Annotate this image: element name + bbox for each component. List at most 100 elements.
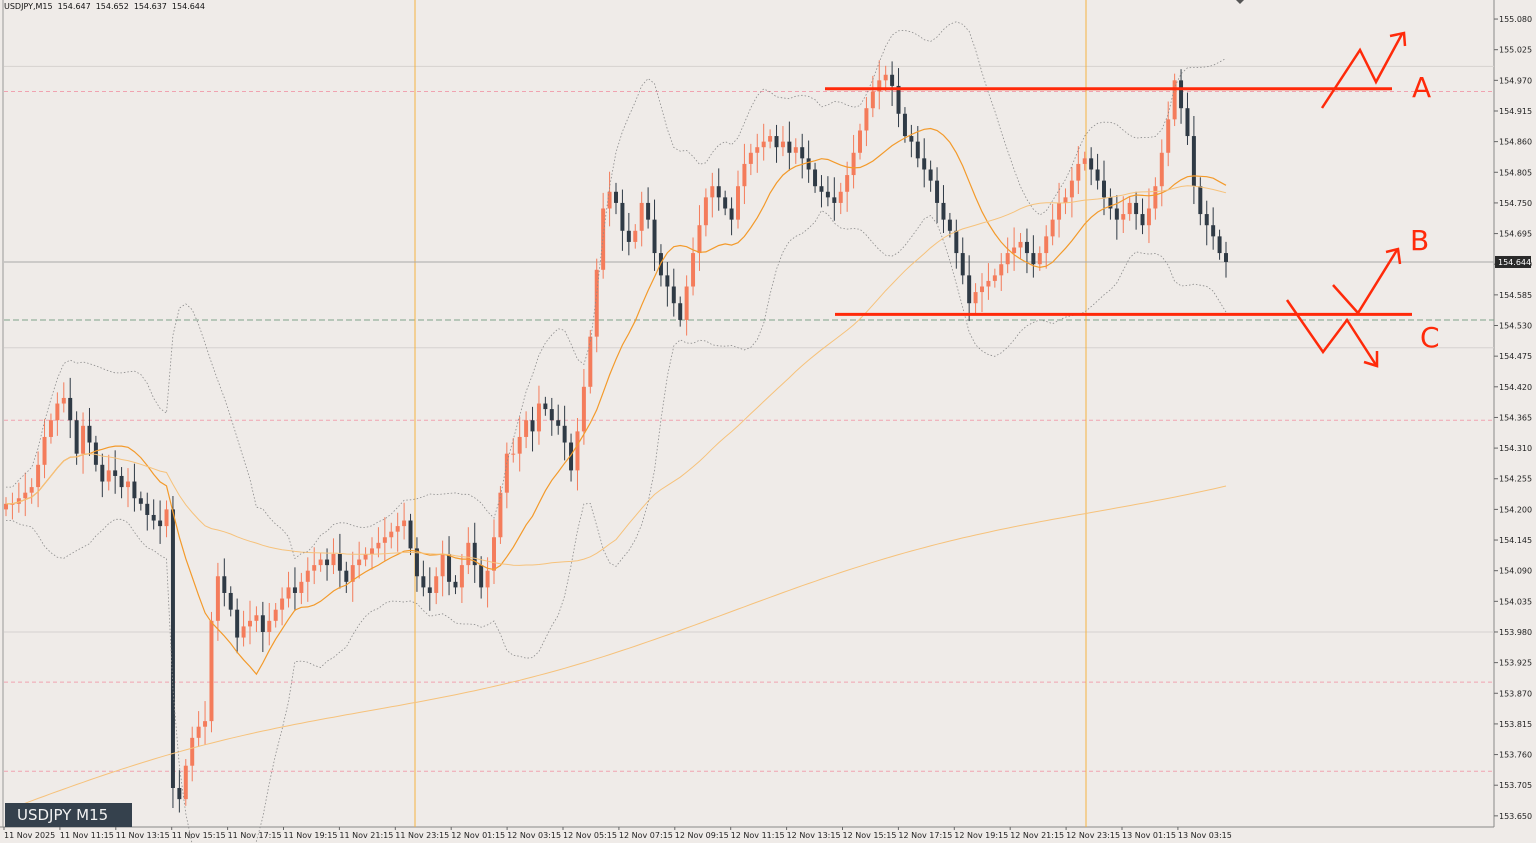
candle-body-79 bbox=[511, 453, 516, 455]
shift-marker-icon[interactable] bbox=[1236, 0, 1244, 4]
candle-body-20 bbox=[132, 481, 137, 499]
candle-body-179 bbox=[1153, 186, 1158, 209]
candle-body-48 bbox=[312, 565, 317, 571]
header-open: 154.647 bbox=[57, 2, 91, 11]
candle-body-24 bbox=[158, 520, 163, 527]
candle-body-66 bbox=[427, 587, 432, 593]
candle-body-154 bbox=[992, 275, 997, 281]
candle-body-49 bbox=[318, 559, 323, 566]
candle-body-109 bbox=[703, 197, 708, 226]
candle-body-121 bbox=[780, 141, 785, 148]
candle-body-33 bbox=[215, 576, 220, 621]
candle-body-170 bbox=[1095, 169, 1100, 181]
y-tick-label-20: 153.980 bbox=[1499, 628, 1532, 637]
candle-body-93 bbox=[601, 208, 606, 270]
current-price-tag bbox=[1495, 255, 1531, 268]
candle-body-44 bbox=[286, 587, 291, 599]
candle-body-8 bbox=[55, 403, 60, 421]
candle-body-27 bbox=[177, 787, 182, 800]
x-tick-label-0: 11 Nov 2025 bbox=[4, 831, 55, 840]
candle-body-184 bbox=[1185, 108, 1190, 137]
candle-body-99 bbox=[639, 202, 644, 231]
candle-body-19 bbox=[126, 481, 130, 488]
candle-body-124 bbox=[800, 147, 805, 159]
candle-body-138 bbox=[890, 74, 895, 86]
candle-body-16 bbox=[106, 470, 111, 482]
candle-body-111 bbox=[716, 186, 721, 198]
candle-body-92 bbox=[594, 269, 599, 337]
candle-body-127 bbox=[819, 186, 824, 192]
header-high: 154.652 bbox=[95, 2, 129, 11]
candle-body-50 bbox=[325, 559, 330, 566]
candle-body-28 bbox=[183, 765, 188, 800]
candle-body-118 bbox=[761, 141, 766, 148]
annotation-label-C: C bbox=[1420, 321, 1440, 354]
x-tick-label-8: 12 Nov 01:15 bbox=[451, 831, 505, 840]
x-tick-label-9: 12 Nov 03:15 bbox=[507, 831, 561, 840]
candle-body-169 bbox=[1089, 158, 1094, 170]
candle-body-94 bbox=[607, 191, 612, 209]
x-tick-label-11: 12 Nov 07:15 bbox=[619, 831, 673, 840]
candle-body-183 bbox=[1179, 80, 1184, 109]
candle-body-190 bbox=[1224, 253, 1228, 262]
x-tick-label-7: 11 Nov 23:15 bbox=[395, 831, 449, 840]
candle-body-51 bbox=[331, 553, 336, 566]
y-tick-label-17: 154.145 bbox=[1499, 536, 1532, 545]
candle-body-32 bbox=[209, 620, 214, 722]
candle-body-21 bbox=[138, 498, 143, 504]
x-tick-label-16: 12 Nov 17:15 bbox=[898, 831, 952, 840]
candle-body-110 bbox=[710, 186, 715, 198]
candle-body-12 bbox=[81, 425, 86, 454]
ma-fast-line bbox=[6, 127, 1227, 676]
y-tick-label-14: 154.310 bbox=[1499, 444, 1532, 453]
candle-body-30 bbox=[196, 726, 201, 738]
x-tick-label-17: 12 Nov 19:15 bbox=[954, 831, 1008, 840]
y-tick-label-5: 154.805 bbox=[1499, 168, 1532, 177]
candle-body-123 bbox=[793, 147, 798, 153]
x-tick-label-4: 11 Nov 17:15 bbox=[228, 831, 282, 840]
candle-body-128 bbox=[825, 191, 830, 198]
candle-body-7 bbox=[48, 420, 53, 437]
candle-body-45 bbox=[292, 587, 297, 593]
candle-body-89 bbox=[575, 431, 580, 471]
candle-body-59 bbox=[382, 537, 387, 543]
x-tick-label-6: 11 Nov 21:15 bbox=[339, 831, 393, 840]
candle-body-97 bbox=[626, 230, 631, 242]
candle-body-2 bbox=[16, 498, 21, 504]
candle-body-149 bbox=[960, 253, 965, 276]
candle-body-120 bbox=[774, 136, 779, 148]
candle-body-148 bbox=[954, 230, 959, 254]
candle-body-71 bbox=[459, 565, 464, 588]
y-tick-label-0: 155.080 bbox=[1499, 15, 1532, 24]
y-tick-label-16: 154.200 bbox=[1499, 505, 1532, 514]
candle-body-106 bbox=[684, 286, 689, 320]
candle-body-22 bbox=[145, 503, 150, 515]
candle-body-167 bbox=[1076, 163, 1081, 181]
candle-body-116 bbox=[748, 152, 753, 164]
candle-body-75 bbox=[485, 570, 490, 588]
candle-body-84 bbox=[543, 403, 548, 410]
candle-body-69 bbox=[447, 553, 452, 582]
y-tick-label-12: 154.420 bbox=[1499, 383, 1532, 392]
candle-body-47 bbox=[305, 570, 310, 582]
x-tick-label-5: 11 Nov 19:15 bbox=[284, 831, 338, 840]
candle-body-67 bbox=[434, 576, 439, 593]
candle-body-156 bbox=[1005, 253, 1010, 265]
candle-body-171 bbox=[1102, 180, 1106, 198]
x-tick-label-10: 12 Nov 05:15 bbox=[563, 831, 617, 840]
candle-body-62 bbox=[402, 520, 407, 527]
candle-body-85 bbox=[549, 409, 554, 421]
candle-body-134 bbox=[864, 108, 869, 131]
y-tick-label-18: 154.090 bbox=[1499, 567, 1532, 576]
candle-body-135 bbox=[870, 91, 875, 109]
candle-body-189 bbox=[1217, 236, 1222, 254]
candle-body-113 bbox=[729, 208, 734, 220]
candle-body-160 bbox=[1031, 253, 1036, 265]
candle-body-61 bbox=[395, 526, 400, 532]
candle-body-37 bbox=[241, 626, 246, 638]
candle-body-46 bbox=[299, 581, 304, 593]
x-tick-label-18: 12 Nov 21:15 bbox=[1010, 831, 1064, 840]
symbol-label-box: USDJPY M15 bbox=[5, 803, 132, 827]
candle-body-129 bbox=[832, 197, 837, 203]
